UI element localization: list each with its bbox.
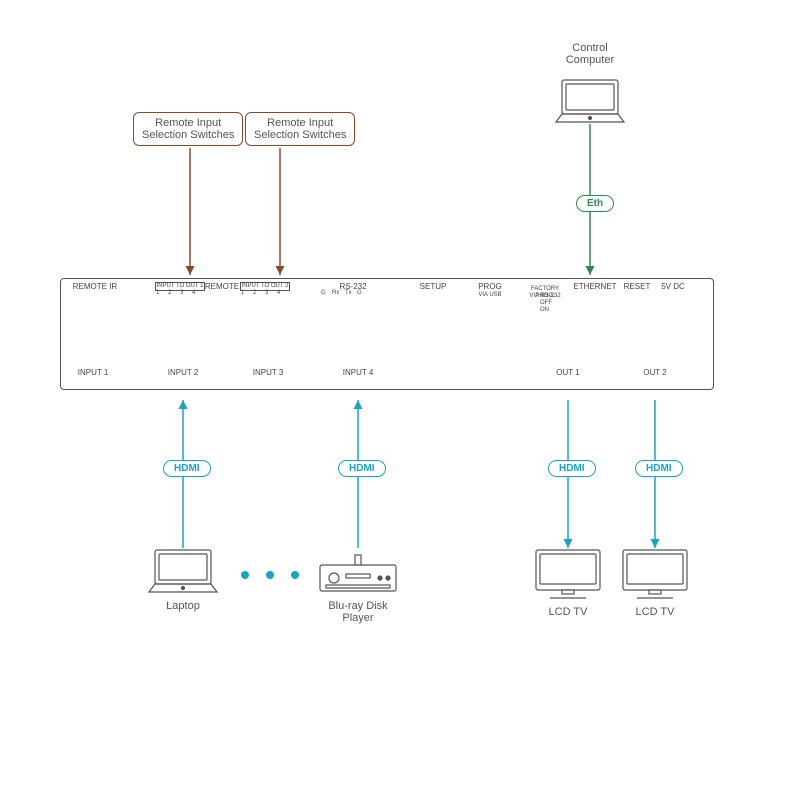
- lcdtv-2-label: LCD TV: [623, 606, 687, 618]
- via-usb-label: VIA USB: [475, 292, 505, 299]
- tb2-n3: 3: [265, 290, 268, 297]
- hdmi-pill-1: HDMI: [163, 460, 211, 477]
- tb1-n1: 1: [156, 290, 159, 297]
- tb2-n4: 4: [277, 290, 280, 297]
- remote-switch-callout-1: Remote Input Selection Switches: [133, 112, 243, 146]
- input-1-label: INPUT 1: [70, 368, 116, 377]
- tb2-n2: 2: [253, 290, 256, 297]
- control-computer-label: Control Computer: [550, 42, 630, 66]
- tb1-n2: 2: [168, 290, 171, 297]
- diagram-canvas: Control Computer Remote Input Selection …: [20, 20, 780, 780]
- hdmi-pill-4: HDMI: [635, 460, 683, 477]
- rs-rx: Rx: [332, 290, 339, 297]
- laptop-label: Laptop: [155, 600, 211, 612]
- prog-label: PROG: [475, 282, 505, 291]
- remote-ir-label: REMOTE IR: [70, 282, 120, 291]
- rs-g2: G: [357, 290, 362, 297]
- input-4-label: INPUT 4: [335, 368, 381, 377]
- tb1-n3: 3: [180, 290, 183, 297]
- remote-switch-callout-2: Remote Input Selection Switches: [245, 112, 355, 146]
- remote-label: REMOTE: [200, 282, 244, 291]
- hdmi-pill-2: HDMI: [338, 460, 386, 477]
- tb2-n1: 1: [241, 290, 244, 297]
- input-2-label: INPUT 2: [160, 368, 206, 377]
- rs-g1: G: [321, 290, 326, 297]
- reset-label: RESET: [620, 282, 654, 291]
- out-2-label: OUT 2: [635, 368, 675, 377]
- eth-pill: Eth: [576, 195, 614, 212]
- bluray-label: Blu-ray Disk Player: [320, 600, 396, 624]
- setup-label: SETUP: [408, 282, 458, 291]
- input-3-label: INPUT 3: [245, 368, 291, 377]
- fivevdc-label: 5V DC: [656, 282, 690, 291]
- hdmi-pill-3: HDMI: [548, 460, 596, 477]
- lcdtv-1-label: LCD TV: [536, 606, 600, 618]
- rs-tx: Tx: [345, 290, 352, 297]
- via-rs232-label: VIA RS-232: [522, 293, 568, 300]
- ethernet-label: ETHERNET: [570, 282, 620, 291]
- off-label: OFF: [540, 300, 560, 307]
- on-label: ON: [540, 307, 560, 314]
- tb1-n4: 4: [192, 290, 195, 297]
- out-1-label: OUT 1: [548, 368, 588, 377]
